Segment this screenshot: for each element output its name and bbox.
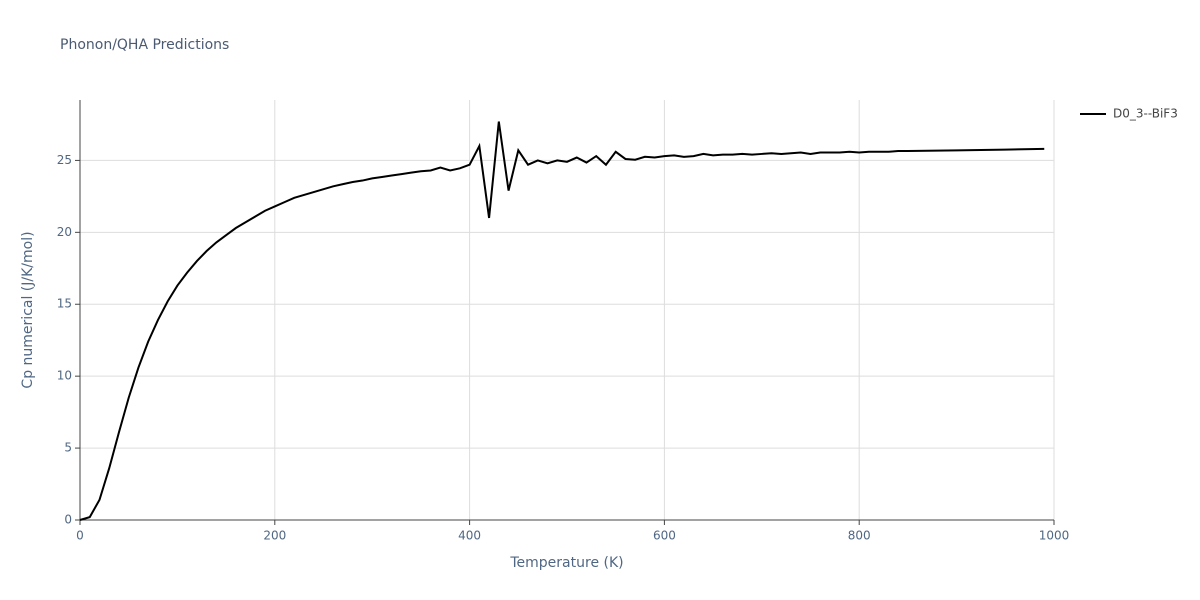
line [79,121,1045,521]
y-tick-label: 10 [57,369,72,383]
y-tick-label: 5 [64,441,72,455]
x-tick-label: 600 [653,529,676,543]
y-tick-label: 0 [64,513,72,527]
x-tick-label: 800 [848,529,871,543]
y-tick-label: 25 [57,153,72,167]
chart-title: Phonon/QHA Predictions [60,37,229,53]
legend-label: D0_3--BiF3 [1113,107,1178,121]
x-axis-title: Temperature (K) [509,555,623,571]
y-axis-title: Cp numerical (J/K/mol) [20,231,36,388]
y-tick-label: 15 [57,297,72,311]
x-tick-label: 1000 [1039,529,1070,543]
x-tick-label: 400 [458,529,481,543]
x-tick-label: 200 [263,529,286,543]
y-tick-label: 20 [57,225,72,239]
x-tick-label: 0 [76,529,84,543]
